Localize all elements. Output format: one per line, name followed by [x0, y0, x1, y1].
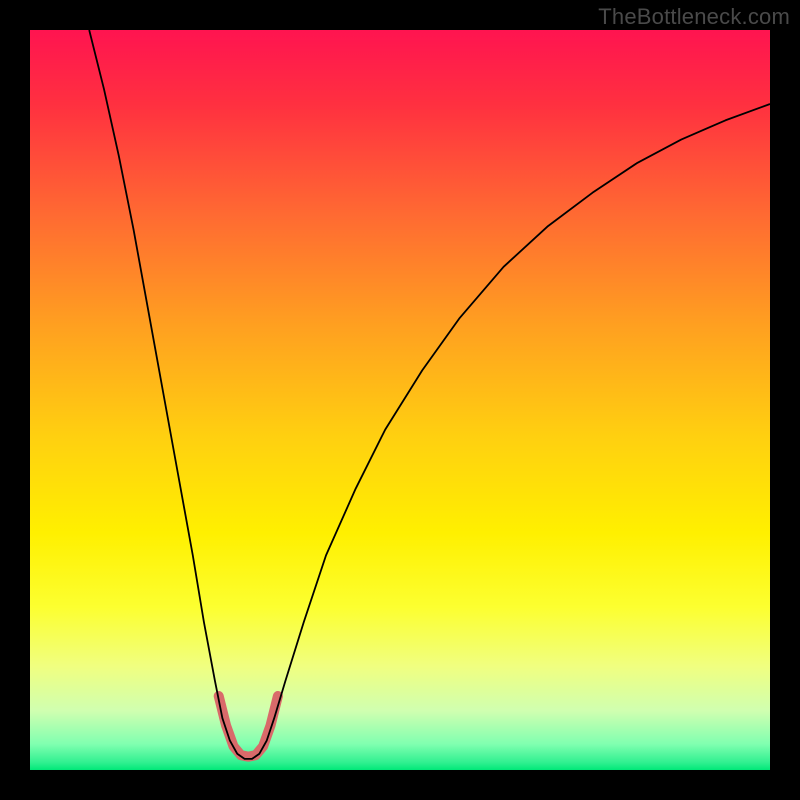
bottleneck-curve: [89, 30, 770, 759]
chart-curves: [30, 30, 770, 770]
plot-area: [30, 30, 770, 770]
watermark-text: TheBottleneck.com: [598, 4, 790, 30]
valley-marker: [219, 696, 278, 757]
